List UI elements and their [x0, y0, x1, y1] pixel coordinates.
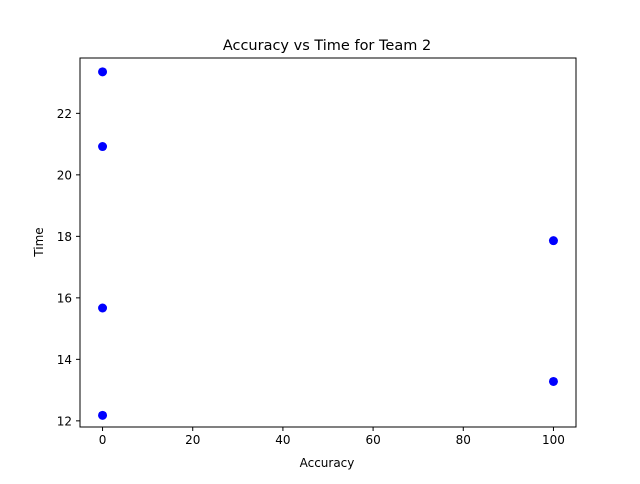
x-tick-label: 40	[275, 433, 290, 447]
x-tick-label: 100	[542, 433, 565, 447]
y-tick-label: 18	[57, 230, 72, 244]
y-tick-label: 16	[57, 291, 72, 305]
scatter-point	[98, 67, 108, 77]
scatter-point	[548, 236, 558, 246]
scatter-point	[98, 303, 108, 313]
points-layer	[98, 67, 558, 420]
scatter-point	[548, 376, 558, 386]
x-axis-label: Accuracy	[300, 456, 355, 470]
x-tick-label: 20	[185, 433, 200, 447]
y-tick-label: 22	[57, 107, 72, 121]
y-tick-label: 12	[57, 414, 72, 428]
x-tick-label: 0	[99, 433, 107, 447]
scatter-point	[98, 142, 108, 152]
plot-area	[79, 57, 577, 428]
chart-title: Accuracy vs Time for Team 2	[223, 38, 431, 54]
x-tick-label: 60	[365, 433, 380, 447]
x-tick-label: 80	[456, 433, 471, 447]
ticks-layer: 0 20 40 60 80 100 12 14 16 18 20 22	[57, 107, 565, 447]
scatter-point	[98, 410, 108, 420]
y-tick-label: 20	[57, 168, 72, 182]
y-axis-label: Time	[32, 227, 46, 257]
y-tick-label: 14	[57, 353, 72, 367]
